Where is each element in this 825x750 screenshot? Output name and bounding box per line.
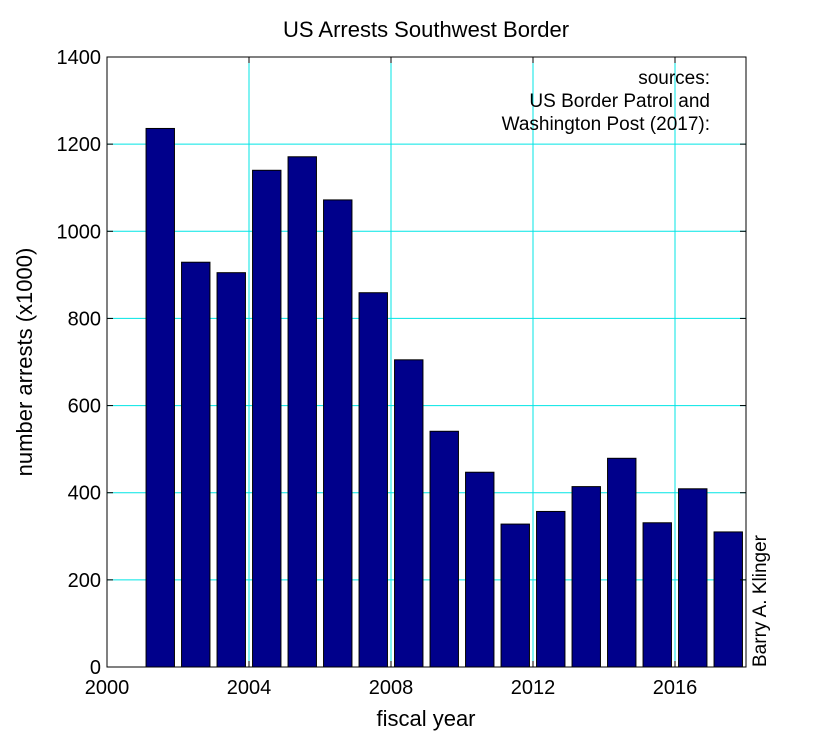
bar-2015 <box>642 522 672 668</box>
x-tick-label-1: 2004 <box>227 677 272 699</box>
x-axis-label: fiscal year <box>376 706 475 731</box>
x-tick-label-3: 2012 <box>511 677 556 699</box>
bar-2010 <box>465 471 495 668</box>
bar-2004 <box>252 169 282 668</box>
y-tick-label-4: 800 <box>68 308 101 330</box>
chart-title: US Arrests Southwest Border <box>283 17 569 42</box>
y-tick-label-0: 0 <box>90 657 101 679</box>
y-tick-label-7: 1400 <box>57 47 102 69</box>
bar-2007 <box>358 292 388 668</box>
plot-area-frame <box>106 56 747 668</box>
y-tick-label-3: 600 <box>68 396 101 418</box>
y-tick-label-6: 1200 <box>57 134 102 156</box>
y-tick-labels: 0 200 400 600 800 1000 1200 1400 <box>57 47 102 679</box>
bar-2016 <box>678 488 708 668</box>
y-tick-label-5: 1000 <box>57 221 102 243</box>
sources-line-3: Washington Post (2017): <box>502 114 710 135</box>
y-tick-label-2: 400 <box>68 483 101 505</box>
y-tick-label-1: 200 <box>68 570 101 592</box>
bar-2012 <box>536 510 566 668</box>
bar-2014 <box>607 457 637 668</box>
x-tick-label-2: 2008 <box>369 677 414 699</box>
bar-2001 <box>145 127 175 668</box>
y-axis-label: number arrests (x1000) <box>12 248 37 477</box>
bars <box>145 127 743 668</box>
bar-2011 <box>500 523 530 668</box>
sources-line-1: sources: <box>638 68 710 89</box>
bar-2002 <box>181 261 211 668</box>
author-credit: Barry A. Klinger <box>750 534 771 667</box>
x-tick-labels: 2000 2004 2008 2012 2016 <box>85 677 698 699</box>
bar-2017 <box>713 531 743 668</box>
axis-ticks <box>106 56 746 668</box>
bar-2013 <box>571 486 601 668</box>
bar-2003 <box>216 272 246 668</box>
bar-2009 <box>429 430 459 668</box>
bar-2008 <box>394 359 424 668</box>
bar-2005 <box>287 156 317 668</box>
x-tick-label-0: 2000 <box>85 677 130 699</box>
sources-line-2: US Border Patrol and <box>529 91 710 112</box>
x-tick-label-4: 2016 <box>653 677 698 699</box>
bar-2006 <box>323 199 353 668</box>
grid-lines <box>107 57 746 667</box>
sources-annotation: sources: US Border Patrol and Washington… <box>502 68 710 135</box>
